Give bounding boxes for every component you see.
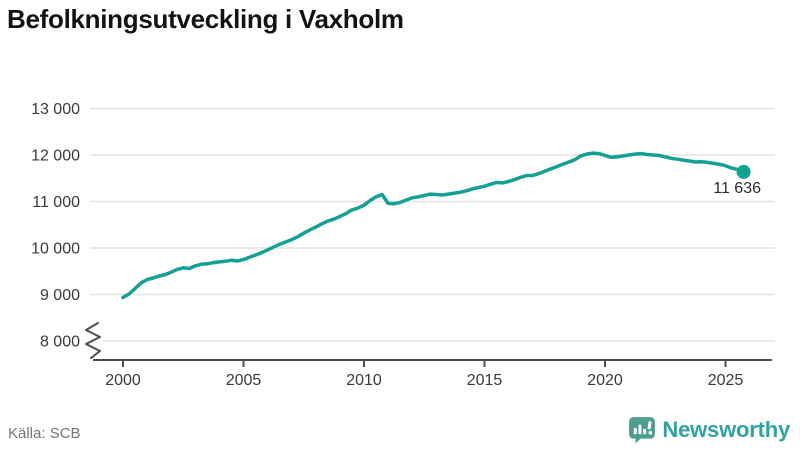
x-axis-tick-label: 2020 <box>587 372 623 389</box>
axis-break-zigzag <box>85 322 101 359</box>
y-axis-tick-label: 13 000 <box>31 101 80 118</box>
exclamation-bar-icon <box>647 421 652 430</box>
newsworthy-logo-icon <box>629 417 656 444</box>
last-value-label: 11 636 <box>713 180 761 197</box>
x-axis-tick-label: 2010 <box>346 372 382 389</box>
y-axis-tick-label: 8 000 <box>40 334 80 351</box>
exclamation-dot-icon <box>648 430 653 435</box>
x-axis-tick-label: 2005 <box>226 372 262 389</box>
bar-icon-1 <box>634 427 638 435</box>
x-axis-tick-label: 2015 <box>467 372 503 389</box>
last-point-marker <box>736 164 751 179</box>
bar-icon-2 <box>638 424 642 435</box>
newsworthy-logo-text: Newsworthy <box>662 417 790 442</box>
newsworthy-logo[interactable]: Newsworthy <box>628 416 790 444</box>
x-axis-tick-label: 2025 <box>708 372 744 389</box>
speech-bubble-shape <box>629 417 656 444</box>
source-note: Källa: SCB <box>8 425 81 442</box>
y-axis-tick-label: 10 000 <box>31 241 80 258</box>
y-axis-tick-label: 9 000 <box>40 287 80 304</box>
y-axis-tick-label: 12 000 <box>31 148 80 165</box>
page-title: Befolkningsutveckling i Vaxholm <box>7 4 404 34</box>
y-axis-tick-label: 11 000 <box>32 194 80 211</box>
bar-icon-3 <box>643 428 647 435</box>
population-line <box>121 151 746 300</box>
x-axis-tick-label: 2000 <box>105 372 141 389</box>
